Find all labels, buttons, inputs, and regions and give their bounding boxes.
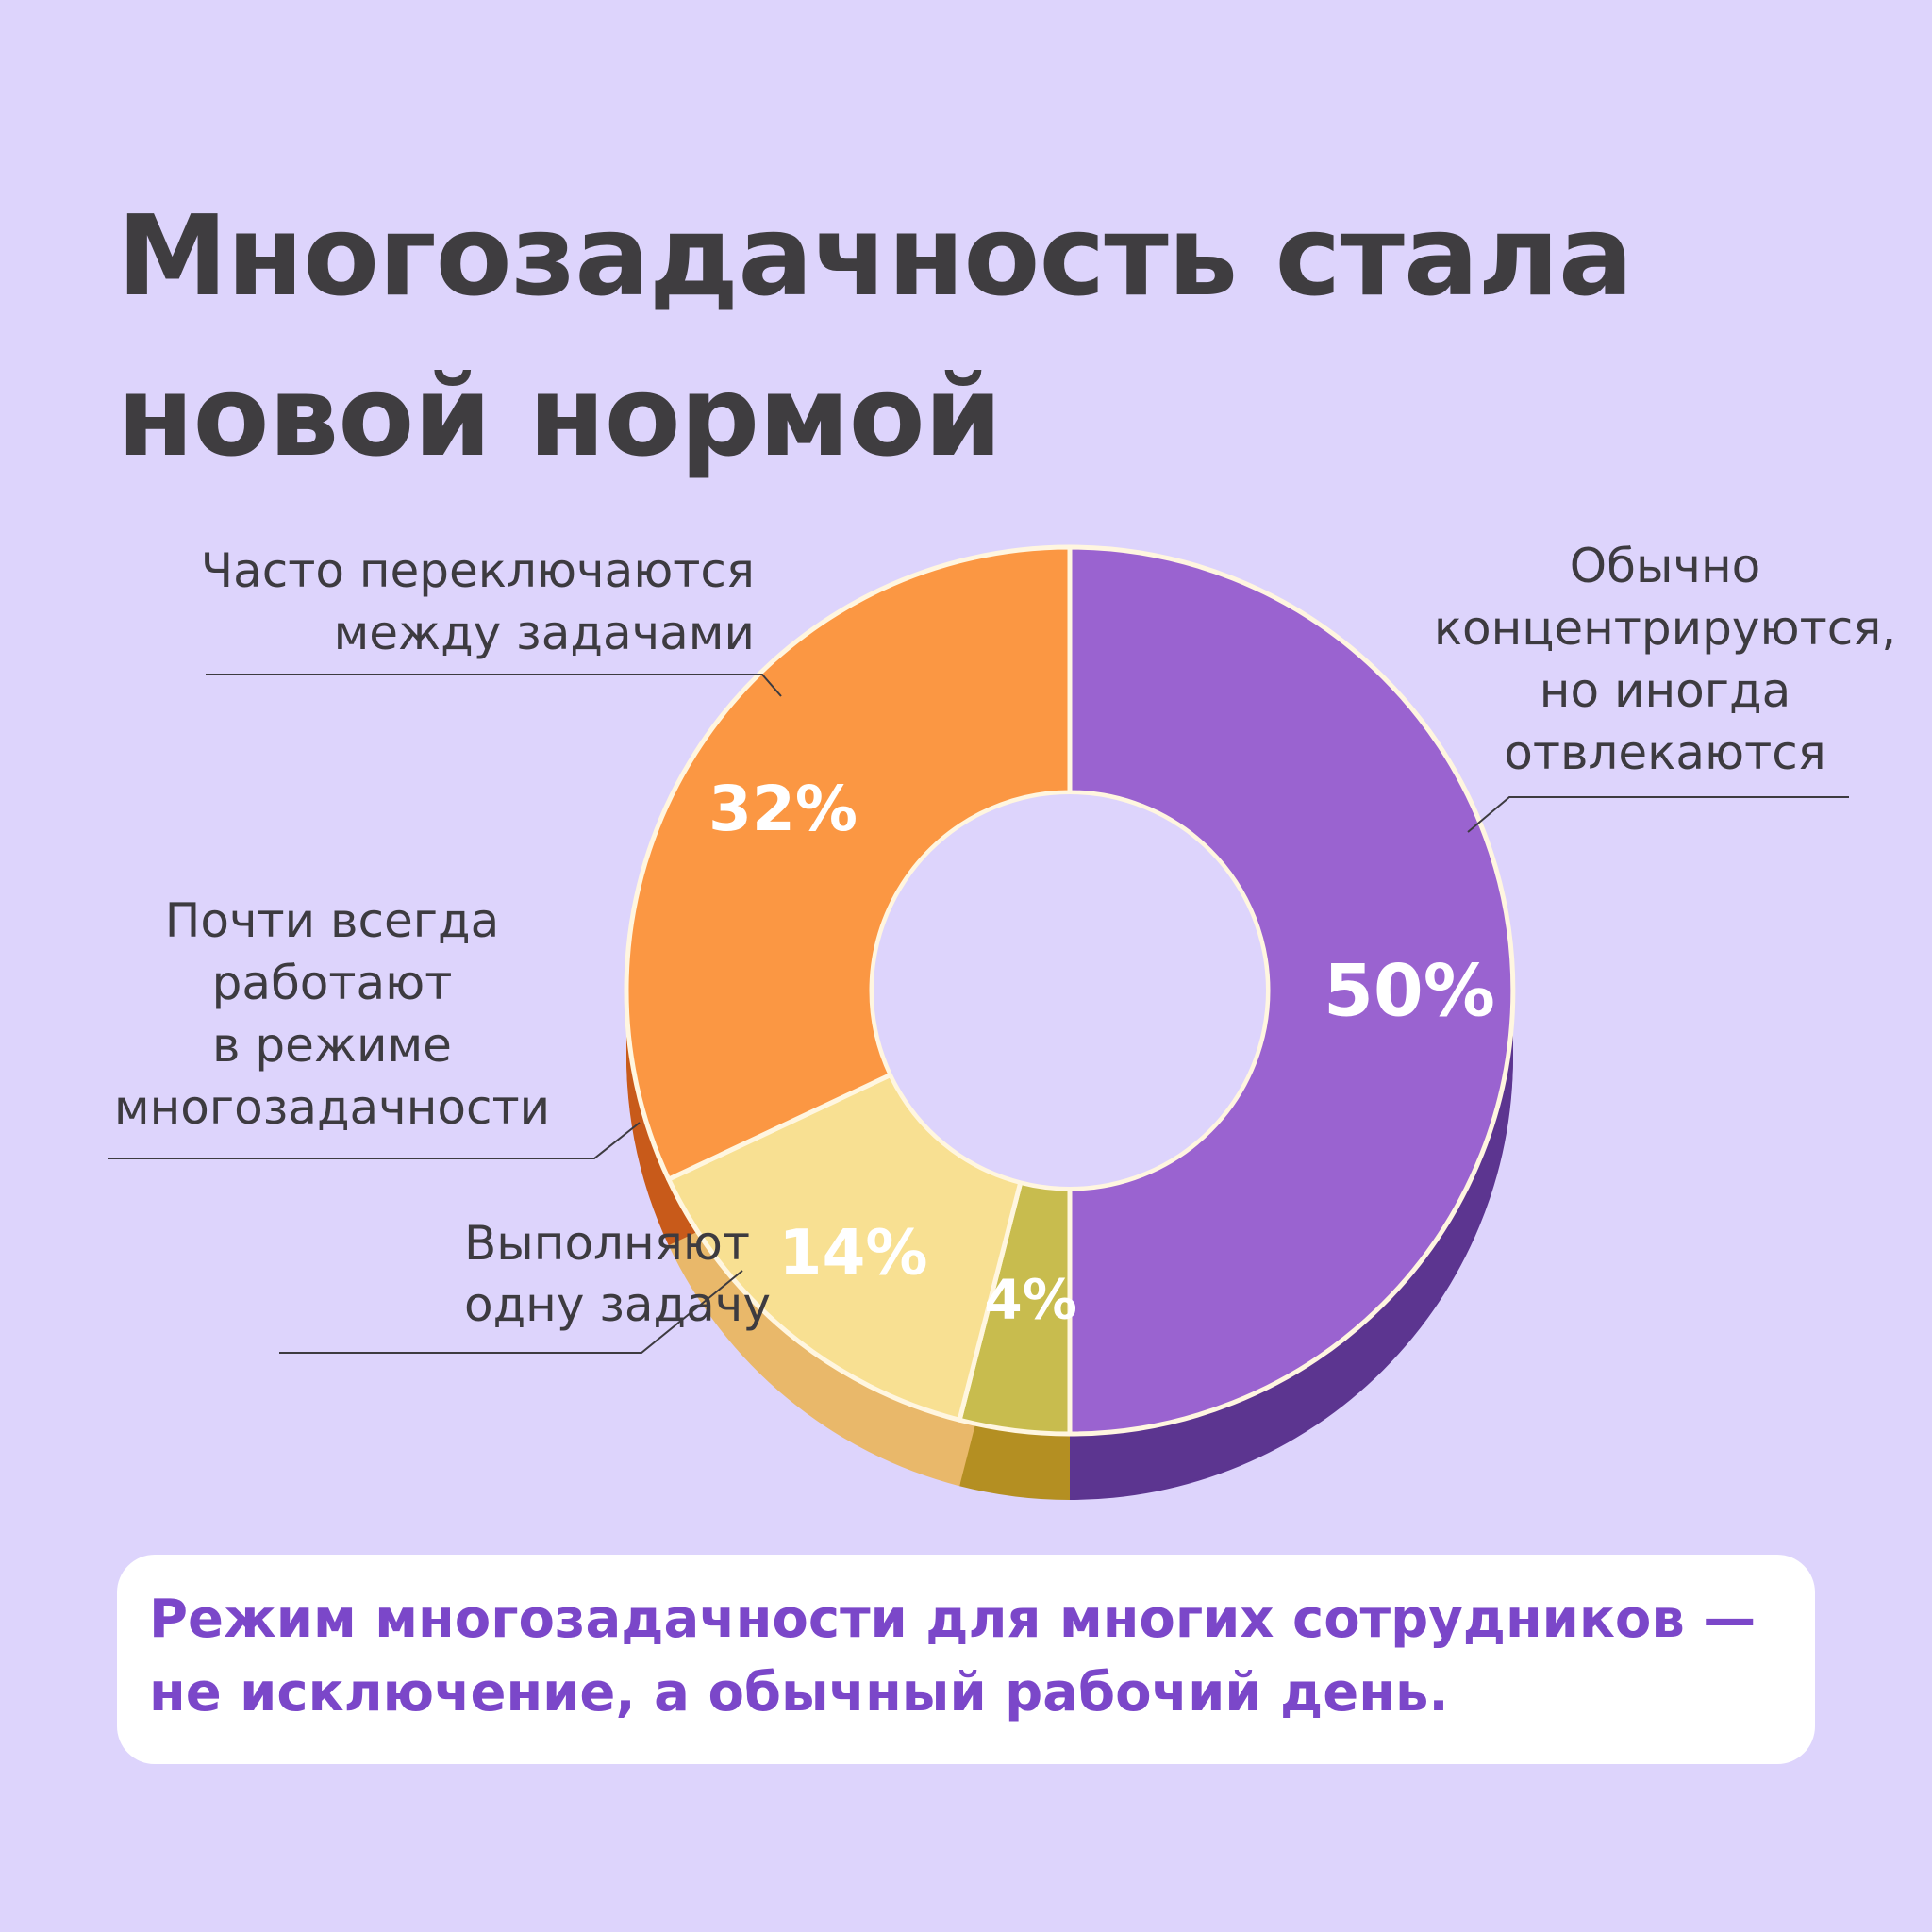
slice-value-label-3: 32%	[708, 773, 858, 845]
callout-label-line: работают	[212, 956, 453, 1010]
conclusion-line-2: не исключение, а обычный рабочий день.	[149, 1662, 1449, 1724]
callout-label-line: между задачами	[334, 606, 755, 660]
callout-1: Выполняют одну задачу	[279, 1216, 771, 1354]
title-line-2: новой нормой	[117, 351, 1002, 481]
callout-label-line: отвлекаются	[1504, 725, 1826, 780]
conclusion-text: Режим многозадачности для многих сотрудн…	[149, 1583, 1783, 1730]
callout-label-line: многозадачности	[114, 1080, 550, 1135]
page-title: Многозадачность стала новой нормой	[117, 175, 1634, 496]
callout-leader-line	[1467, 796, 1849, 833]
callout-0: Обычно концентрируются, но иногда отвлекают…	[1434, 539, 1896, 833]
conclusion-note: Режим многозадачности для многих сотрудн…	[117, 1555, 1815, 1764]
callout-label-line: но иногда	[1540, 663, 1790, 718]
slice-value-label-2: 14%	[779, 1216, 928, 1289]
slice-callouts: Обычно концентрируются, но иногда отвлекают…	[108, 539, 1896, 1354]
slice-3	[624, 544, 1073, 1182]
slice-value-label-0: 50%	[1324, 949, 1495, 1033]
callout-leader-line	[279, 1270, 743, 1354]
title-line-1: Многозадачность стала	[117, 191, 1634, 321]
callout-label-line: одну задачу	[464, 1277, 771, 1332]
callout-leader-line	[206, 674, 782, 697]
callout-leader-line	[108, 1122, 641, 1159]
callout-label-line: Почти всегда	[165, 893, 499, 948]
donut-slices	[624, 544, 1516, 1437]
callout-label-line: Обычно	[1570, 539, 1761, 593]
conclusion-line-1: Режим многозадачности для многих сотрудн…	[149, 1589, 1757, 1650]
callout-3: Часто переключаются между задачами	[201, 543, 782, 697]
slice-value-label-1: 4%	[984, 1268, 1076, 1332]
callout-label-line: в режиме	[212, 1018, 452, 1073]
callout-2: Почти всегда работают в режиме многозадачно…	[108, 893, 641, 1159]
slice-value-labels: 50% 4% 14% 32%	[708, 773, 1495, 1331]
slice-0	[1067, 544, 1516, 1437]
donut-hole	[874, 794, 1266, 1187]
callout-label-line: Выполняют	[464, 1216, 750, 1271]
slice-2	[666, 1072, 1024, 1423]
callout-label-line: Часто переключаются	[201, 543, 755, 598]
callout-label-line: концентрируются,	[1434, 601, 1896, 656]
